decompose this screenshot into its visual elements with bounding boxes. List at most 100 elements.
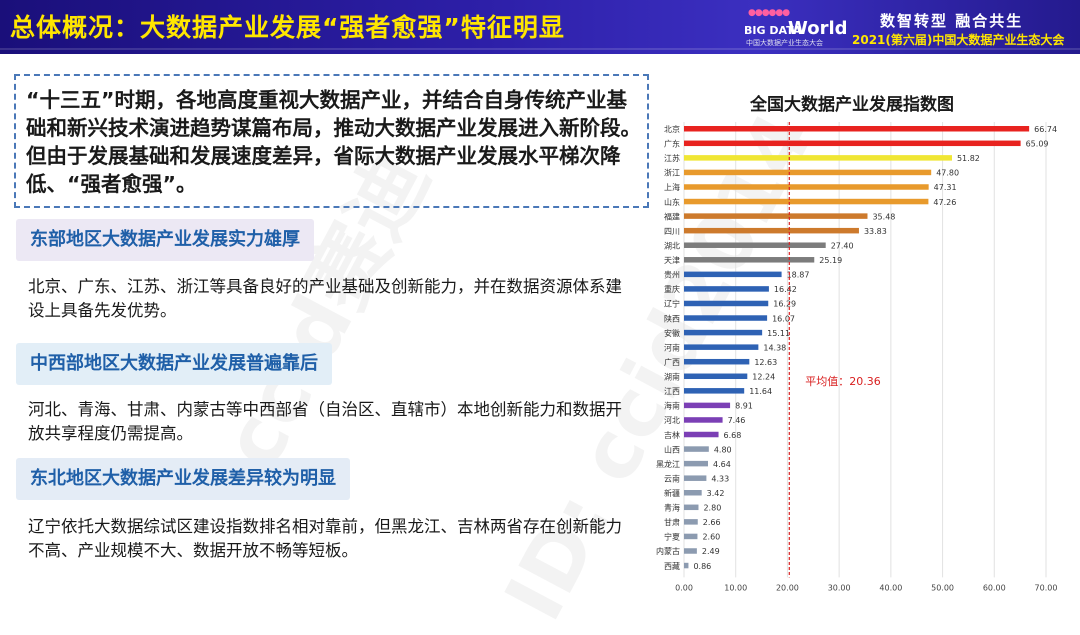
category-label: 安徽 (664, 328, 680, 338)
bar (684, 504, 699, 511)
page-title: 总体概况：大数据产业发展“强者愈强”特征明显 (10, 13, 565, 42)
bar (684, 388, 745, 394)
chart-average: 平均值：20.36 (788, 122, 881, 578)
category-label: 吉林 (664, 430, 680, 440)
bar (684, 402, 731, 409)
value-label: 33.83 (864, 227, 887, 236)
category-label: 内蒙古 (656, 546, 680, 556)
value-label: 0.86 (693, 562, 711, 571)
section-central-west-body: 河北、青海、甘肃、内蒙古等中西部省（自治区、直辖市）本地创新能力和数据开放共享程… (28, 400, 622, 443)
value-label: 15.11 (767, 329, 790, 338)
category-label: 北京 (664, 124, 680, 134)
value-label: 12.63 (754, 358, 777, 367)
bar (684, 155, 952, 161)
bar (684, 227, 859, 234)
value-label: 65.09 (1026, 140, 1049, 149)
value-label: 4.64 (713, 460, 731, 469)
bar (684, 140, 1021, 147)
value-label: 66.74 (1034, 125, 1057, 134)
value-label: 8.91 (735, 402, 753, 411)
category-label: 河北 (664, 415, 680, 425)
average-label: 平均值：20.36 (805, 375, 881, 388)
value-label: 35.48 (872, 212, 895, 221)
value-label: 47.26 (933, 198, 956, 207)
value-label: 11.64 (749, 387, 772, 396)
bar (684, 198, 929, 205)
value-label: 4.33 (711, 474, 729, 483)
bar (684, 300, 769, 307)
logo-dots: ●●●●●● (748, 8, 790, 18)
bar (684, 329, 763, 336)
category-label: 河南 (664, 342, 680, 352)
value-label: 16.07 (772, 314, 795, 323)
value-label: 4.80 (714, 445, 732, 454)
category-label: 广东 (664, 139, 680, 149)
bar (684, 475, 707, 481)
category-label: 山东 (664, 197, 680, 207)
value-label: 51.82 (957, 154, 980, 163)
bigdata-world-logo: ●●●●●● BIG DATA World 中国大数据产业生态大会 (742, 8, 848, 48)
value-label: 12.24 (752, 373, 775, 382)
x-tick-label: 10.00 (724, 583, 747, 592)
value-label: 2.66 (703, 518, 721, 527)
x-tick-label: 70.00 (1035, 583, 1058, 592)
industry-index-chart: 全国大数据产业发展指数图 0.00 10.00 20.00 30.00 40.00 50.… (656, 94, 1057, 592)
value-label: 2.60 (702, 533, 720, 542)
chart-labels: 北京 66.74 广东 65.09 江苏 51.82 浙江 47.80 上海 47.31 山东 47.… (656, 124, 1057, 571)
value-label: 3.42 (707, 489, 725, 498)
chart-title: 全国大数据产业发展指数图 (749, 94, 954, 115)
bar (684, 242, 826, 248)
bar (684, 562, 689, 569)
category-label: 湖南 (664, 372, 680, 382)
bar (684, 490, 702, 496)
category-label: 福建 (664, 211, 680, 221)
x-tick-label: 20.00 (776, 583, 799, 592)
bar (684, 344, 759, 350)
value-label: 18.87 (787, 271, 810, 280)
section-east-heading: 东部地区大数据产业发展实力雄厚 (16, 219, 314, 261)
category-label: 新疆 (664, 488, 680, 498)
category-label: 江苏 (664, 153, 680, 163)
bar (684, 533, 698, 540)
x-tick-label: 60.00 (983, 583, 1006, 592)
x-tick-label: 40.00 (879, 583, 902, 592)
category-label: 青海 (664, 503, 680, 513)
value-label: 25.19 (819, 256, 842, 265)
intro-text: “十三五”时期，各地高度重视大数据产业，并结合自身传统产业基础和新兴技术演进趋势… (26, 88, 641, 196)
bar (684, 548, 697, 554)
conference-name: 2021(第六届)中国大数据产业生态大会 (852, 33, 1065, 47)
bar (684, 213, 868, 219)
value-label: 47.31 (934, 183, 957, 192)
category-label: 西藏 (664, 561, 680, 571)
category-label: 江西 (664, 387, 680, 396)
category-label: 天津 (664, 255, 680, 265)
category-label: 甘肃 (664, 517, 680, 527)
category-label: 浙江 (664, 168, 680, 178)
bar (684, 257, 815, 263)
bar (684, 286, 769, 292)
bar (684, 460, 708, 467)
bar (684, 519, 698, 525)
value-label: 14.38 (763, 343, 786, 352)
bar (684, 417, 723, 423)
value-label: 7.46 (728, 416, 746, 425)
category-label: 云南 (664, 473, 680, 483)
value-label: 2.80 (703, 504, 721, 513)
intro-box: “十三五”时期，各地高度重视大数据产业，并结合自身传统产业基础和新兴技术演进趋势… (14, 74, 649, 208)
chart-grid: 0.00 10.00 20.00 30.00 40.00 50.00 60.00 70.00 (675, 122, 1057, 592)
value-label: 2.49 (702, 547, 720, 556)
bar (684, 373, 748, 380)
value-label: 16.29 (773, 300, 796, 309)
conference-slogan: 数智转型 融合共生 (880, 12, 1024, 30)
category-label: 宁夏 (664, 532, 680, 542)
logo-world: World (788, 18, 848, 39)
bar (684, 431, 719, 438)
category-label: 上海 (664, 182, 680, 192)
x-tick-label: 0.00 (675, 583, 693, 592)
header-streak (0, 48, 1080, 50)
category-label: 黑龙江 (656, 459, 680, 469)
value-label: 16.42 (774, 285, 797, 294)
x-tick-label: 30.00 (828, 583, 851, 592)
chart-bars (684, 126, 1030, 569)
category-label: 湖北 (664, 241, 680, 250)
